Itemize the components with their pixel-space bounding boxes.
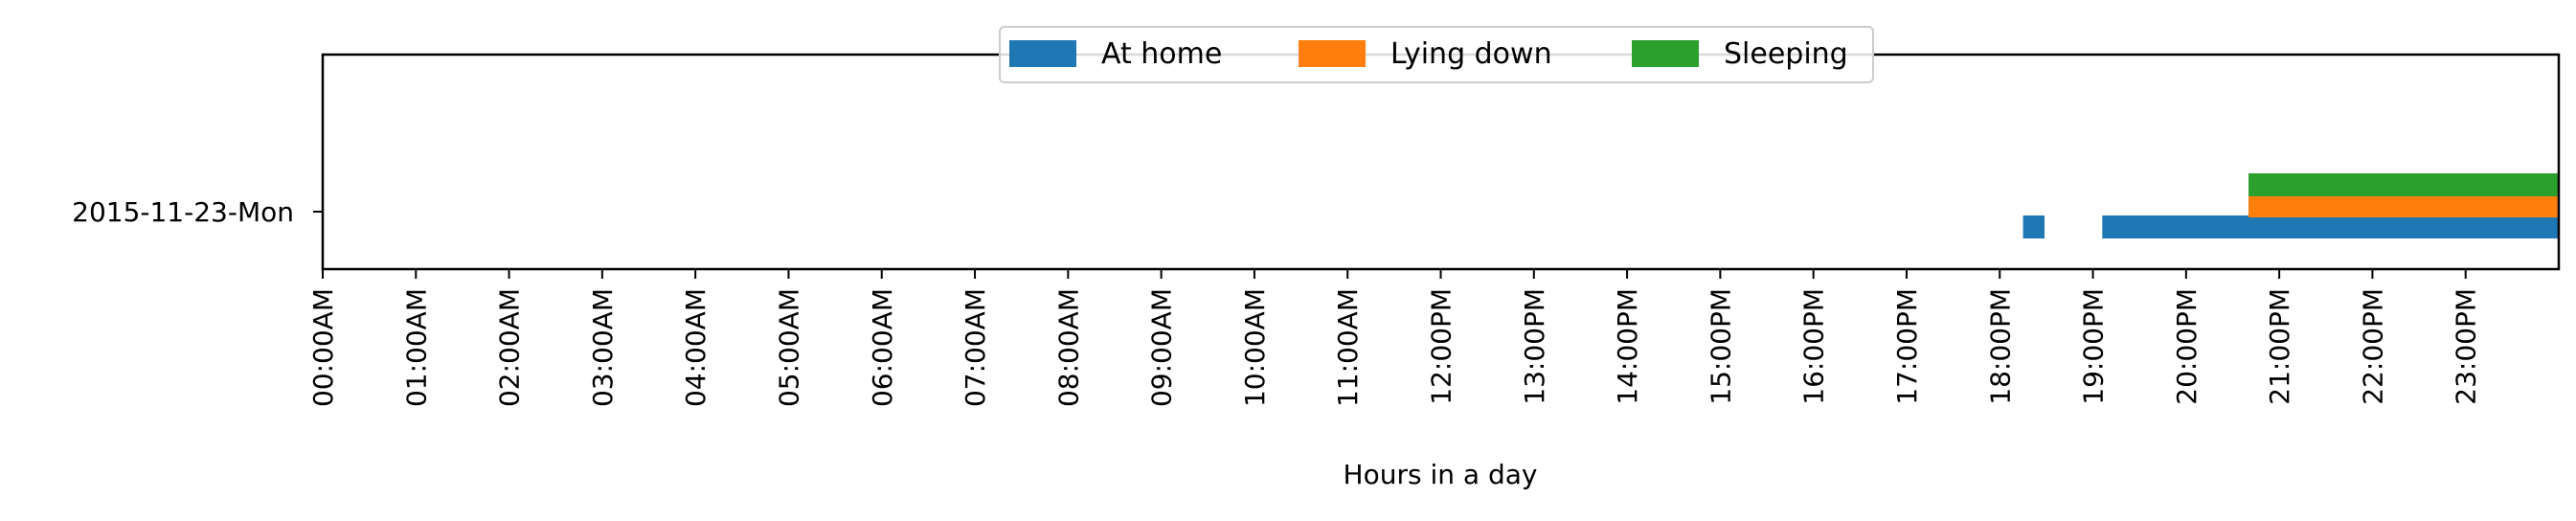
x-tick-label: 23:00PM: [2451, 288, 2482, 405]
x-tick-label: 18:00PM: [1984, 288, 2016, 405]
x-tick-label: 14:00PM: [1612, 288, 1643, 405]
x-axis-label: Hours in a day: [1344, 459, 1538, 490]
x-tick-label: 10:00AM: [1239, 288, 1271, 407]
x-tick-label: 12:00PM: [1426, 288, 1457, 405]
x-tick-label: 02:00AM: [494, 288, 526, 407]
bar-at-home-1: [2102, 215, 2559, 238]
x-tick-label: 09:00AM: [1146, 288, 1178, 407]
bar-at-home-0: [2022, 215, 2045, 238]
bar-sleeping-0: [2248, 173, 2559, 196]
x-tick-label: 05:00AM: [774, 288, 805, 407]
x-tick-label: 20:00PM: [2171, 288, 2203, 405]
x-tick-label: 21:00PM: [2264, 288, 2295, 405]
x-tick-label: 22:00PM: [2357, 288, 2388, 405]
bars-layer: [2022, 173, 2559, 238]
y-axis: 2015-11-23-Mon: [72, 196, 323, 228]
x-tick-label: 08:00AM: [1052, 288, 1084, 407]
x-tick-label: 06:00AM: [867, 288, 898, 407]
x-axis: 00:00AM 01:00AM 02:00AM 03:00AM 04:00AM 05:00…: [307, 269, 2482, 407]
x-tick-label: 00:00AM: [307, 288, 339, 407]
legend-swatch-sleeping: [1632, 40, 1699, 67]
legend-label-sleeping: Sleeping: [1724, 37, 1848, 71]
x-tick-label: 15:00PM: [1705, 288, 1736, 405]
x-tick-label: 17:00PM: [1891, 288, 1923, 405]
bar-lying-down-0: [2248, 194, 2559, 217]
x-tick-label: 04:00AM: [680, 288, 712, 407]
x-tick-label: 03:00AM: [587, 288, 619, 407]
x-tick-label: 01:00AM: [400, 288, 432, 407]
legend-label-lying-down: Lying down: [1390, 37, 1552, 71]
x-tick-label: 07:00AM: [960, 288, 991, 407]
y-tick-label: 2015-11-23-Mon: [72, 196, 294, 228]
x-tick-label: 19:00PM: [2078, 288, 2110, 405]
x-tick-label: 13:00PM: [1519, 288, 1550, 405]
x-tick-label: 16:00PM: [1798, 288, 1830, 405]
x-tick-label: 11:00AM: [1332, 288, 1364, 407]
legend: At home Lying down Sleeping: [999, 26, 1874, 83]
legend-swatch-at-home: [1009, 40, 1076, 67]
legend-swatch-lying-down: [1299, 40, 1366, 67]
legend-label-at-home: At home: [1101, 37, 1222, 71]
